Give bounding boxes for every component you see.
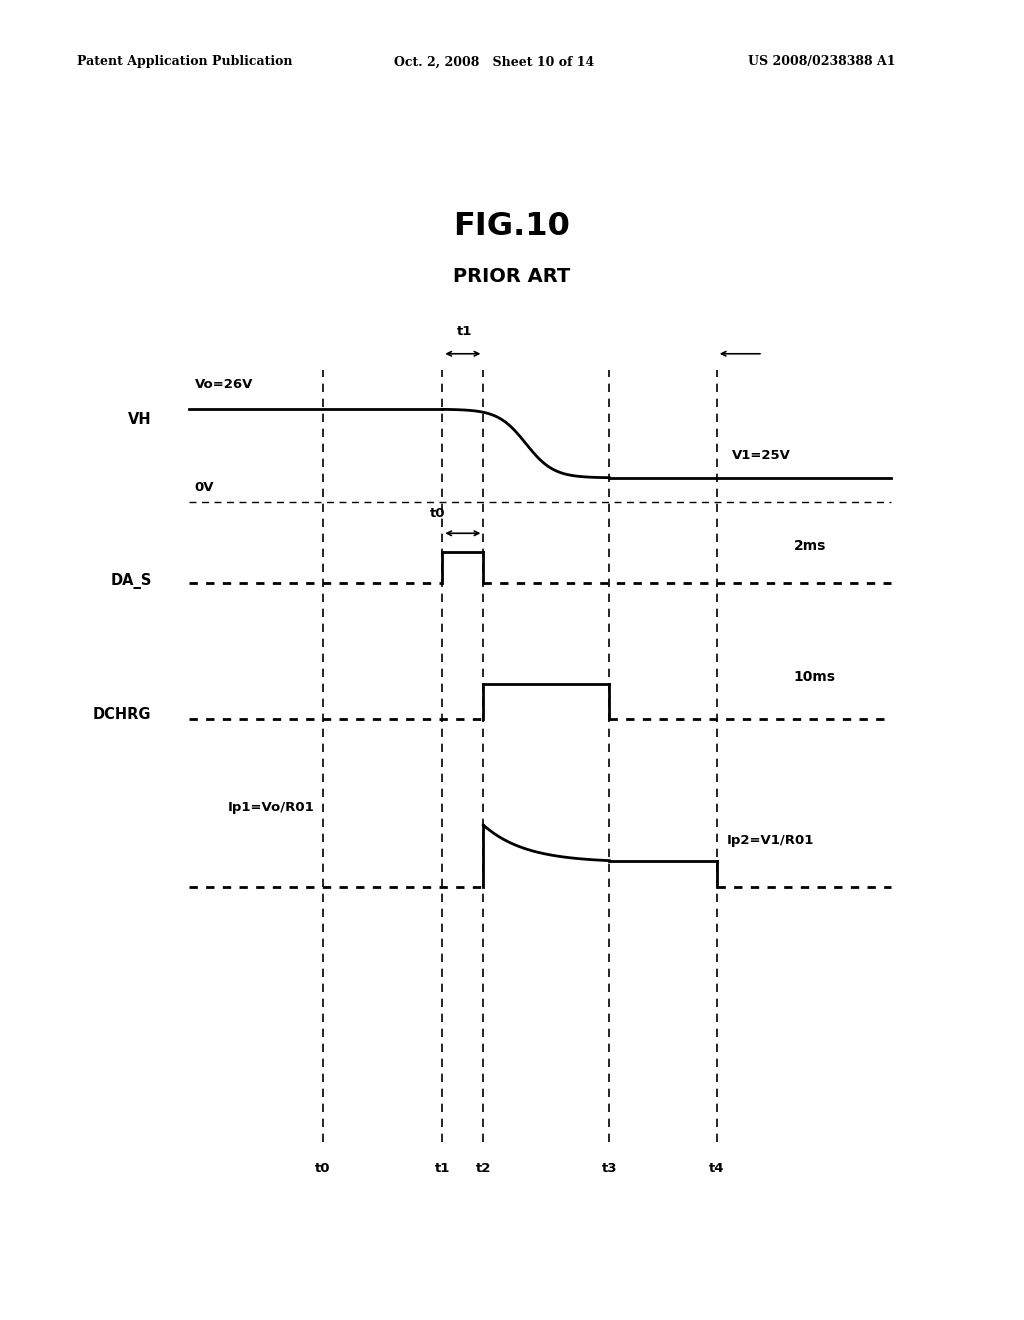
Text: PRIOR ART: PRIOR ART: [454, 267, 570, 285]
Text: Ip1=Vo/R01: Ip1=Vo/R01: [228, 801, 314, 814]
Text: DCHRG: DCHRG: [93, 706, 152, 722]
Text: t3: t3: [601, 1162, 617, 1175]
Text: 10ms: 10ms: [794, 671, 836, 684]
Text: 0V: 0V: [195, 480, 214, 494]
Text: t0: t0: [314, 1162, 331, 1175]
Text: t0: t0: [429, 507, 445, 520]
Text: t4: t4: [709, 1162, 725, 1175]
Text: Oct. 2, 2008   Sheet 10 of 14: Oct. 2, 2008 Sheet 10 of 14: [394, 55, 595, 69]
Text: 2ms: 2ms: [794, 540, 826, 553]
Text: VH: VH: [128, 412, 152, 428]
Text: Patent Application Publication: Patent Application Publication: [77, 55, 292, 69]
Text: DA_S: DA_S: [111, 573, 152, 589]
Text: t1: t1: [434, 1162, 451, 1175]
Text: t2: t2: [475, 1162, 492, 1175]
Text: FIG.10: FIG.10: [454, 211, 570, 242]
Text: US 2008/0238388 A1: US 2008/0238388 A1: [748, 55, 895, 69]
Text: V1=25V: V1=25V: [732, 449, 791, 462]
Text: Vo=26V: Vo=26V: [195, 378, 253, 391]
Text: Ip2=V1/R01: Ip2=V1/R01: [727, 834, 814, 847]
Text: t1: t1: [457, 325, 473, 338]
